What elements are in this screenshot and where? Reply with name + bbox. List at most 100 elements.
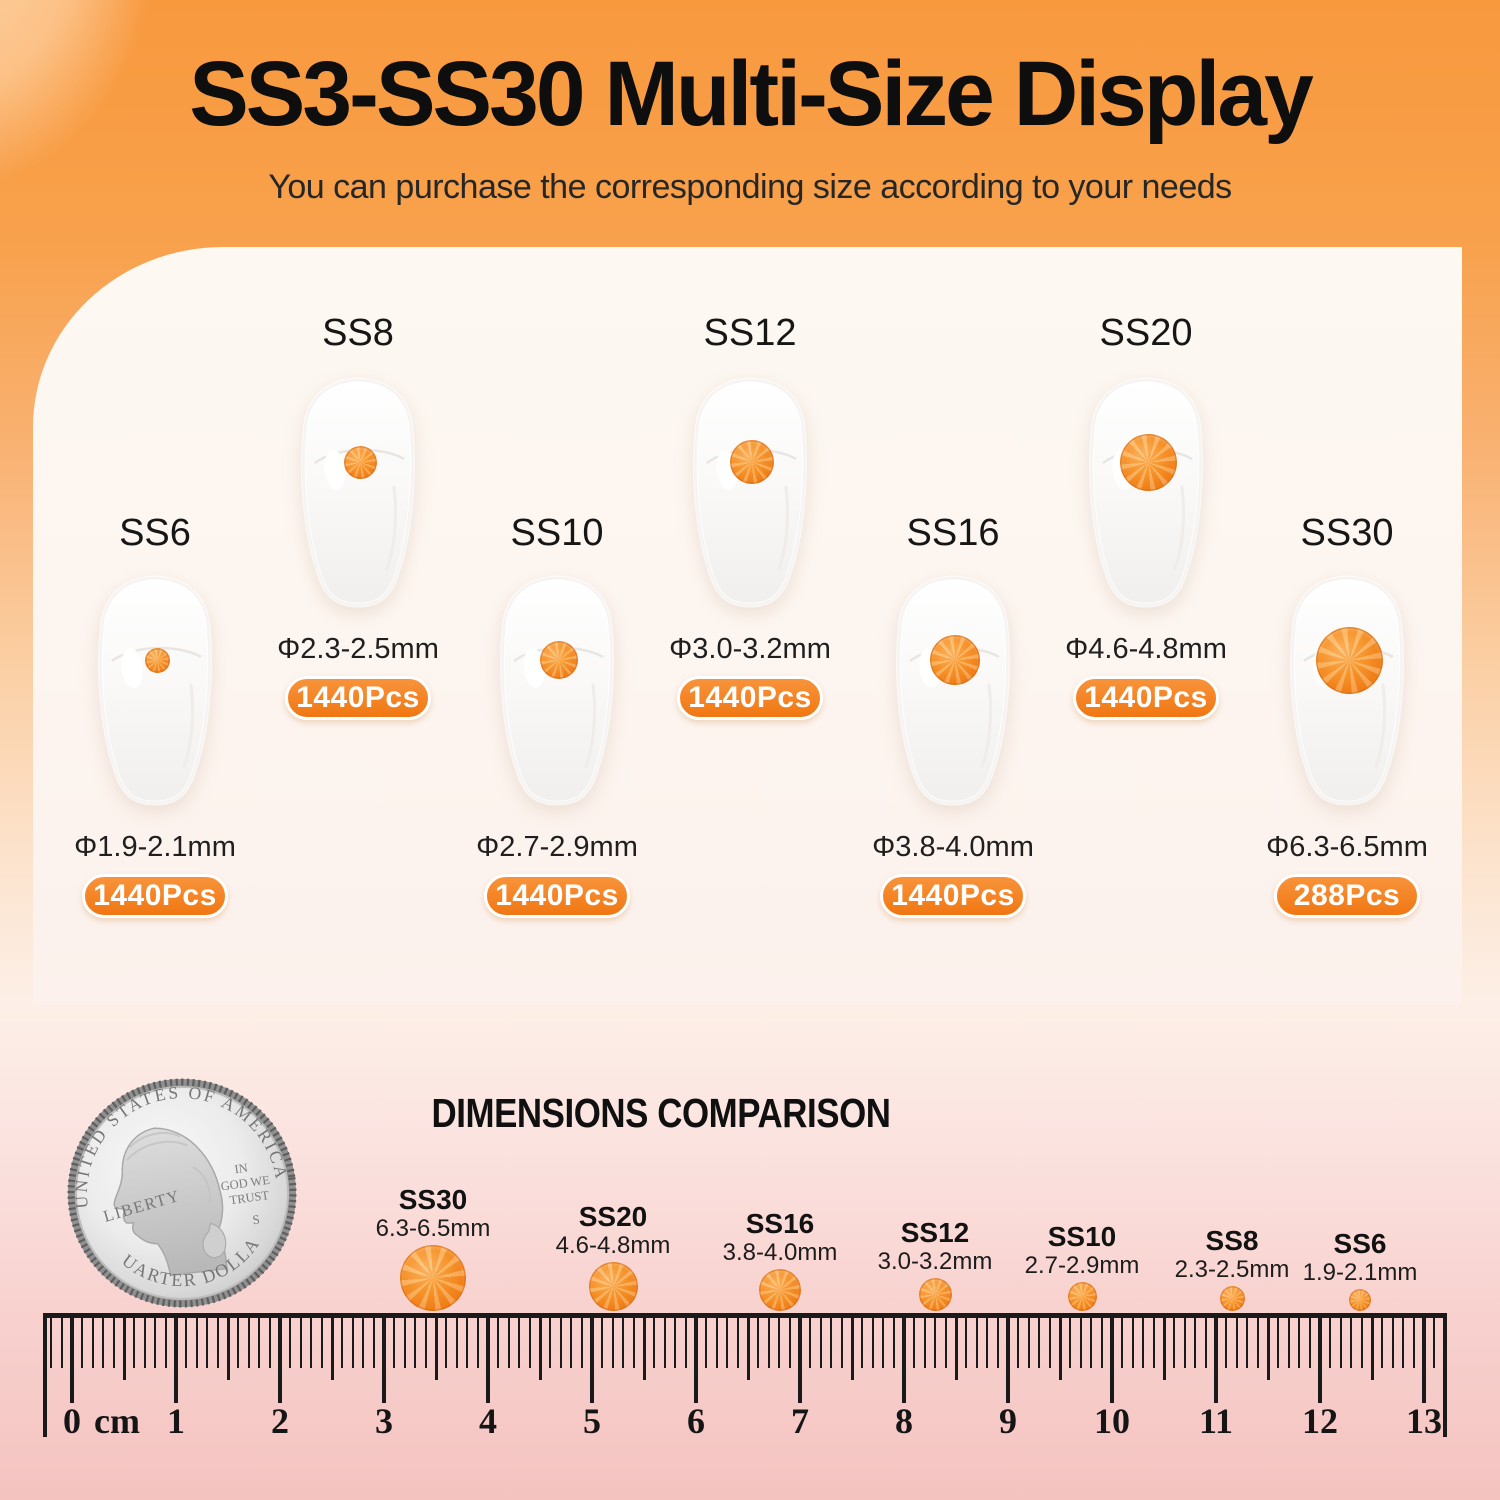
size-label: SS12: [703, 312, 797, 354]
comparison-gem: [400, 1245, 466, 1311]
svg-text:TRUST: TRUST: [229, 1188, 271, 1207]
ruler-tick: [1121, 1318, 1124, 1368]
ruler-tick: [122, 1318, 126, 1380]
ruler-tick: [258, 1318, 261, 1368]
ruler-tick: [1173, 1318, 1176, 1368]
ruler-tick: [1214, 1318, 1218, 1403]
ruler-tick: [528, 1318, 531, 1368]
ruler-tick: [965, 1318, 968, 1368]
ruler-tick: [986, 1318, 989, 1368]
ruler-tick: [372, 1318, 375, 1368]
quarter-coin-image: UNITED STATES OF AMERICA QUARTER DOLLAR …: [51, 1062, 297, 1308]
ruler-tick: [1162, 1318, 1166, 1380]
ruler-tick: [341, 1318, 344, 1368]
ruler-number: 10: [1094, 1401, 1130, 1441]
ruler-tick: [1225, 1318, 1228, 1368]
ruler-tick: [268, 1318, 271, 1368]
quantity-badge: 288Pcs: [1274, 874, 1420, 918]
ruler-tick: [736, 1318, 739, 1368]
ruler-tick: [154, 1318, 157, 1368]
comparison-gem: [759, 1269, 801, 1311]
ruler-tick: [1100, 1318, 1103, 1368]
ruler-tick: [1433, 1318, 1436, 1368]
diameter-label: Φ2.7-2.9mm: [476, 831, 638, 863]
ruler-tick: [226, 1318, 230, 1380]
diameter-label: Φ4.6-4.8mm: [1065, 633, 1227, 665]
ruler-tick: [642, 1318, 646, 1380]
ruler-tick: [414, 1318, 417, 1368]
comparison-range-label: 2.7-2.9mm: [1024, 1252, 1140, 1279]
page-title: SS3-SS30 Multi-Size Display: [189, 43, 1314, 145]
ruler-tick: [1069, 1318, 1072, 1368]
svg-text:IN: IN: [234, 1161, 249, 1177]
ruler-number: 9: [999, 1401, 1017, 1441]
comparison-size-label: SS16: [745, 1208, 815, 1239]
ruler-tick: [913, 1318, 916, 1368]
ruler-tick: [975, 1318, 978, 1368]
ruler-number: 8: [895, 1401, 913, 1441]
ruler-number: 5: [583, 1401, 601, 1441]
ruler-tick: [601, 1318, 604, 1368]
ruler-tick: [237, 1318, 240, 1368]
ruler-tick: [1246, 1318, 1249, 1368]
ruler-tick: [1318, 1318, 1322, 1403]
ruler-tick: [1152, 1318, 1155, 1368]
size-label: SS10: [510, 512, 604, 554]
ruler-tick: [424, 1318, 427, 1368]
ruler-tick: [580, 1318, 583, 1368]
ruler-tick: [923, 1318, 926, 1368]
ruler-number: 6: [687, 1401, 705, 1441]
comparison-range-label: 3.8-4.0mm: [722, 1239, 838, 1266]
ruler-tick: [486, 1318, 490, 1403]
ruler-tick: [1006, 1318, 1010, 1403]
ruler-tick: [538, 1318, 542, 1380]
ruler-tick: [362, 1318, 365, 1368]
comparison-gem: [588, 1262, 638, 1311]
ruler-number: 12: [1302, 1401, 1338, 1441]
ruler-tick: [310, 1318, 313, 1368]
comparison-gem: [1349, 1289, 1371, 1311]
diameter-label: Φ6.3-6.5mm: [1266, 831, 1428, 863]
rhinestone-gem: [730, 440, 774, 484]
comparison-gem: [1067, 1282, 1097, 1311]
ruler-tick: [1110, 1318, 1114, 1403]
ruler-tick: [746, 1318, 750, 1380]
ruler-tick: [819, 1318, 822, 1368]
ruler-tick: [1194, 1318, 1197, 1368]
ruler-tick: [1277, 1318, 1280, 1368]
ruler-tick: [1308, 1318, 1311, 1368]
coin-motto: IN GOD WE TRUST: [220, 1161, 271, 1208]
ruler-tick: [590, 1318, 594, 1403]
comparison-range-label: 3.0-3.2mm: [877, 1248, 993, 1275]
ruler-tick: [1412, 1318, 1415, 1368]
ruler-tick: [164, 1318, 167, 1368]
quantity-badge: 1440Pcs: [880, 874, 1026, 918]
ruler-tick: [102, 1318, 105, 1368]
diameter-label: Φ3.0-3.2mm: [669, 633, 831, 665]
ruler-number: 2: [271, 1401, 289, 1441]
ruler-tick: [1038, 1318, 1041, 1368]
ruler-tick: [1370, 1318, 1374, 1380]
ruler-tick: [112, 1318, 115, 1368]
rhinestone-gem: [1315, 626, 1383, 694]
ruler-tick: [91, 1318, 94, 1368]
comparison-size-label: SS20: [578, 1201, 648, 1232]
nail-tip-image: [87, 565, 223, 809]
sizes-panel: [33, 247, 1462, 1005]
ruler-tick: [476, 1318, 479, 1368]
ruler-tick: [1017, 1318, 1020, 1368]
quantity-badge: 1440Pcs: [1073, 676, 1219, 720]
size-label: SS6: [119, 512, 191, 554]
ruler-tick: [902, 1318, 906, 1403]
ruler-number: 13: [1406, 1401, 1442, 1441]
ruler-tick: [206, 1318, 209, 1368]
ruler-tick: [1266, 1318, 1270, 1380]
comparison-size-label: SS8: [1205, 1225, 1259, 1256]
quantity-badge: 1440Pcs: [677, 676, 823, 720]
ruler-tick: [278, 1318, 282, 1403]
ruler-tick: [1287, 1318, 1290, 1368]
ruler-tick: [767, 1318, 770, 1368]
ruler-tick: [788, 1318, 791, 1368]
ruler-tick: [1298, 1318, 1301, 1368]
comparison-range-label: 4.6-4.8mm: [555, 1232, 671, 1259]
